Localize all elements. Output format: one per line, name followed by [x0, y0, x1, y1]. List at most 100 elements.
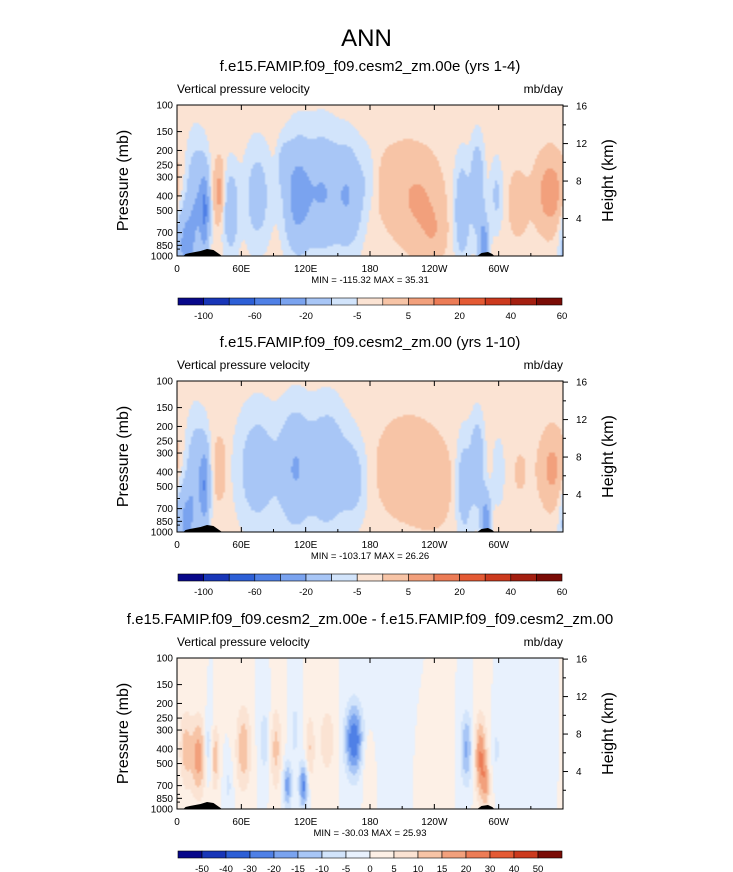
colorbar-label: -100	[194, 311, 213, 322]
x-tick-label: 180	[362, 264, 379, 275]
colorbar-swatch	[382, 297, 409, 306]
units-label: mb/day	[524, 82, 563, 96]
panel-1: f.e15.FAMIP.f09_f09.cesm2_zm.00e (yrs 1-…	[115, 58, 617, 322]
colorbar-swatch	[249, 850, 275, 859]
panel-3: f.e15.FAMIP.f09_f09.cesm2_zm.00e - f.e15…	[115, 611, 617, 872]
panel-title: f.e15.FAMIP.f09_f09.cesm2_zm.00 (yrs 1-1…	[220, 334, 521, 351]
colorbar-swatch	[510, 297, 537, 306]
y2-tick-label: 16	[576, 102, 588, 113]
y-axis-label: Pressure (mb)	[115, 683, 132, 784]
colorbar-swatch	[225, 850, 251, 859]
colorbar-swatch	[331, 297, 358, 306]
colorbar-swatch	[356, 297, 384, 306]
contour-field	[177, 105, 563, 256]
min-max-label: MIN = -115.32 MAX = 35.31	[311, 275, 429, 286]
x-tick-label: 120E	[294, 264, 318, 275]
x-tick-label: 120E	[294, 817, 318, 828]
colorbar-swatch	[177, 573, 204, 582]
colorbar-swatch	[203, 573, 230, 582]
colorbar-label: 30	[485, 864, 496, 872]
colorbar-swatch	[510, 573, 537, 582]
colorbar-swatch	[459, 573, 486, 582]
x-tick-label: 120W	[421, 540, 448, 551]
x-tick-label: 0	[174, 264, 180, 275]
colorbar-swatch	[536, 297, 563, 306]
colorbar-label: 60	[557, 311, 568, 322]
colorbar-swatch	[433, 573, 460, 582]
colorbar-label: -20	[267, 864, 281, 872]
terrain-andes	[477, 528, 495, 532]
figure-title: ANN	[341, 25, 392, 52]
x-tick-label: 120E	[294, 540, 318, 551]
y-tick-label: 1000	[151, 805, 174, 816]
colorbar-label: 20	[461, 864, 472, 872]
colorbar-label: 20	[454, 311, 465, 322]
x-tick-label: 120W	[421, 264, 448, 275]
colorbar-swatch	[280, 573, 307, 582]
colorbar-swatch	[201, 850, 227, 859]
y-tick-label: 500	[156, 206, 173, 217]
colorbar-swatch	[177, 297, 204, 306]
colorbar-label: -15	[291, 864, 305, 872]
variable-label: Vertical pressure velocity	[177, 358, 310, 372]
x-tick-label: 60W	[488, 264, 509, 275]
y-tick-label: 400	[156, 191, 173, 202]
y2-tick-label: 4	[576, 214, 582, 225]
y-tick-label: 250	[156, 714, 173, 725]
colorbar-swatch	[280, 297, 307, 306]
y-axis-label: Pressure (mb)	[115, 130, 132, 231]
y2-tick-label: 16	[576, 655, 588, 666]
y-tick-label: 200	[156, 422, 173, 433]
colorbar-label: -60	[248, 311, 262, 322]
colorbar-swatch	[489, 850, 515, 859]
colorbar-label: -5	[353, 311, 361, 322]
y-tick-label: 850	[156, 794, 173, 805]
contour-field	[177, 658, 563, 809]
y-tick-label: 200	[156, 146, 173, 157]
y-tick-label: 300	[156, 449, 173, 460]
colorbar-label: 40	[509, 864, 520, 872]
colorbar-swatch	[513, 850, 539, 859]
colorbar-swatch	[408, 297, 435, 306]
x-tick-label: 60E	[232, 264, 250, 275]
terrain-andes	[477, 805, 495, 809]
y2-axis-label: Height (km)	[600, 415, 617, 498]
colorbar-label: -60	[248, 587, 262, 598]
y-tick-label: 400	[156, 467, 173, 478]
y2-tick-label: 4	[576, 490, 582, 501]
colorbar-swatch	[203, 297, 230, 306]
y-tick-label: 300	[156, 173, 173, 184]
y-tick-label: 400	[156, 744, 173, 755]
y-tick-label: 150	[156, 680, 173, 691]
y-tick-label: 1000	[151, 528, 174, 539]
panel-2: f.e15.FAMIP.f09_f09.cesm2_zm.00 (yrs 1-1…	[115, 334, 617, 598]
colorbar-swatch	[305, 297, 332, 306]
colorbar-label: 40	[506, 311, 517, 322]
units-label: mb/day	[524, 358, 563, 372]
colorbar-label: -20	[299, 587, 313, 598]
y2-axis-label: Height (km)	[600, 139, 617, 222]
x-tick-label: 120W	[421, 817, 448, 828]
x-tick-label: 60W	[488, 817, 509, 828]
colorbar-label: 60	[557, 587, 568, 598]
y-tick-label: 100	[156, 101, 173, 112]
colorbar-swatch	[459, 297, 486, 306]
colorbar-swatch	[408, 573, 435, 582]
colorbar-label: -30	[243, 864, 257, 872]
y2-tick-label: 4	[576, 767, 582, 778]
units-label: mb/day	[524, 635, 563, 649]
y2-tick-label: 8	[576, 177, 582, 188]
colorbar-label: -5	[353, 587, 361, 598]
colorbar-label: 15	[437, 864, 448, 872]
colorbar-swatch	[537, 850, 563, 859]
colorbar-swatch	[393, 850, 419, 859]
colorbar-swatch	[484, 573, 512, 582]
y-tick-label: 700	[156, 228, 173, 239]
colorbar-swatch	[417, 850, 443, 859]
y-axis-label: Pressure (mb)	[115, 406, 132, 507]
x-tick-label: 60W	[488, 540, 509, 551]
x-tick-label: 180	[362, 540, 379, 551]
colorbar-label: 50	[533, 864, 544, 872]
y-tick-label: 500	[156, 482, 173, 493]
